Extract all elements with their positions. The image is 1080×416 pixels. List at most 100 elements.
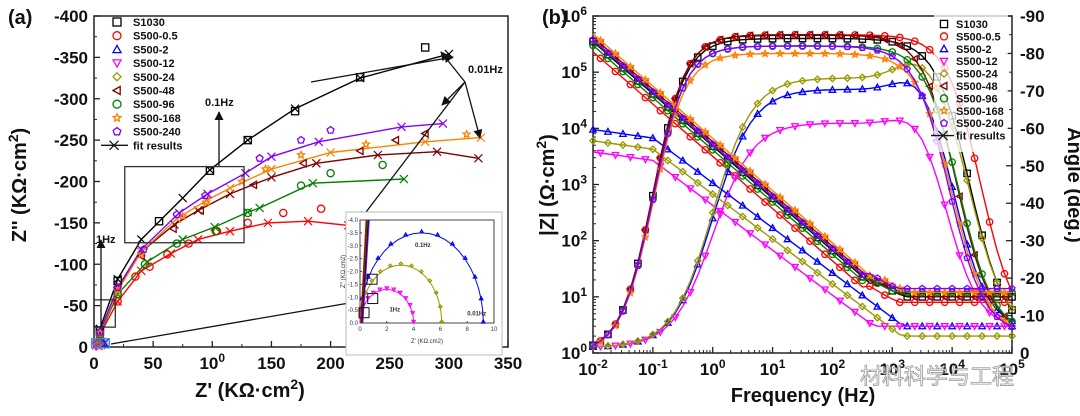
data-point-s500-48: [136, 251, 145, 261]
phase-point-s500-2: [843, 84, 852, 93]
modulus-point-s500-24: [603, 138, 613, 148]
nyquist-plot: (a) 0 50 100 150 200 250 300 3500-50-100-150-20…: [5, 7, 522, 402]
modulus-point-s500-168: [655, 87, 666, 97]
phase-point-s500-48: [700, 42, 709, 52]
phase-point-s500-168: [760, 48, 770, 58]
legend-label: S500-48: [956, 81, 998, 93]
phase-point-s500-12: [910, 125, 920, 134]
tick-label: 101: [561, 285, 587, 307]
phase-point-s500-24: [633, 337, 643, 346]
legend-label: S500-48: [133, 86, 175, 98]
modulus-point-s500-168: [595, 35, 606, 45]
inset-tick-label: -2.5: [348, 257, 359, 263]
legend-label: S500-0.5: [133, 31, 178, 43]
modulus-point-s500-2: [588, 125, 598, 133]
phase-point-s500-168: [700, 60, 710, 69]
modulus-point-s500-24: [618, 140, 628, 150]
modulus-point-s500-2: [843, 279, 852, 288]
phase-point-s1030: [873, 36, 882, 44]
legend-label: S500-12: [133, 58, 175, 70]
data-point-s500-48: [355, 146, 364, 156]
modulus-point-s500-2: [813, 257, 822, 265]
modulus-point-s500-24: [693, 178, 702, 188]
legend-marker: [112, 17, 122, 27]
inset-zoom-box: [366, 273, 378, 285]
modulus-point-s500-12: [1000, 322, 1009, 331]
modulus-point-s500-0.5: [880, 291, 889, 299]
x-mark-stroke: [201, 196, 211, 205]
phase-point-s500-240: [783, 42, 792, 50]
tick-label: 102: [561, 229, 587, 251]
modulus-point-s500-12: [760, 241, 770, 250]
x-mark-stroke: [326, 148, 335, 157]
data-point-s500-48: [168, 223, 177, 234]
modulus-point-s500-48: [940, 292, 948, 302]
modulus-point-s500-12: [596, 149, 605, 158]
inset-y-label: Z'' (KΩ.cm2): [341, 255, 347, 288]
fit-point: [373, 150, 383, 160]
legend-marker: [111, 85, 121, 96]
data-point-s500-240: [172, 210, 181, 219]
phase-point-s500-0.5: [1000, 269, 1009, 278]
phase-point-s500-24: [962, 176, 972, 185]
phase-point-s500-168: [625, 288, 636, 297]
modulus-point-s500-12: [626, 153, 635, 162]
modulus-point-s500-240: [828, 244, 837, 252]
y2-tick-label: 0: [1020, 344, 1029, 363]
x-mark-stroke: [263, 218, 273, 228]
legend-label: fit results: [956, 131, 1006, 143]
phase-point-s500-0.5: [985, 218, 994, 226]
legend-fit-marker: [109, 140, 119, 151]
inset-data-point: [370, 290, 377, 296]
arrow-0.01hz: [359, 81, 466, 221]
modulus-point-s500-168: [715, 139, 725, 149]
phase-point-s500-12: [850, 119, 860, 128]
phase-point-s500-2: [828, 85, 837, 93]
modulus-point-s500-0.5: [836, 263, 844, 272]
fit-point: [432, 147, 442, 157]
modulus-point-s500-168: [850, 257, 860, 267]
tick-label: 10-2: [578, 357, 608, 379]
tick-label: 100: [700, 357, 726, 379]
phase-point-s500-12: [730, 174, 740, 183]
phase-point-s500-2: [813, 85, 822, 94]
fit-point: [263, 218, 273, 228]
phase-point-s500-240: [649, 195, 657, 203]
data-point-s500-240: [113, 282, 122, 291]
phase-point-s500-12: [715, 211, 725, 219]
inset-fit-line: [359, 232, 484, 324]
phase-point-s500-240: [768, 42, 777, 50]
modulus-point-s500-2: [753, 212, 762, 220]
phase-point-s500-168: [640, 232, 650, 242]
modulus-point-s500-2: [858, 290, 867, 299]
phase-point-s500-24: [828, 74, 837, 83]
fit-point: [303, 216, 313, 226]
phase-point-s500-48: [670, 94, 679, 103]
modulus-point-s500-12: [611, 151, 620, 160]
data-point-s500-0.5: [163, 250, 172, 259]
x-mark-stroke: [399, 174, 409, 184]
modulus-point-s500-12: [641, 156, 650, 164]
inset-tick-label: -3.0: [348, 244, 359, 250]
inset-data-point: [409, 311, 416, 316]
arrow-0.01hz: [441, 81, 466, 106]
tick-label: 101: [760, 357, 786, 379]
phase-point-s500-12: [805, 121, 815, 130]
data-point-s1030: [154, 216, 164, 226]
phase-point-s500-48: [820, 30, 829, 40]
fit-point: [267, 152, 276, 162]
modulus-point-s500-12: [745, 230, 755, 238]
legend-label: S500-24: [133, 72, 175, 84]
tick-label: 104: [939, 357, 965, 379]
tick-label: 106: [561, 4, 587, 26]
phase-point-s500-0.5: [910, 37, 919, 46]
phase-point-s500-12: [985, 309, 994, 318]
phase-point-s500-240: [678, 83, 687, 92]
phase-point-s500-240: [619, 306, 627, 315]
inset-tick-label: 0.0: [350, 321, 359, 327]
inset-annotation: 0.01Hz: [467, 311, 486, 317]
fit-point: [438, 119, 448, 128]
phase-point-s500-48: [760, 30, 769, 40]
phase-point-s500-48: [985, 290, 993, 300]
phase-point-s500-12: [670, 314, 680, 322]
